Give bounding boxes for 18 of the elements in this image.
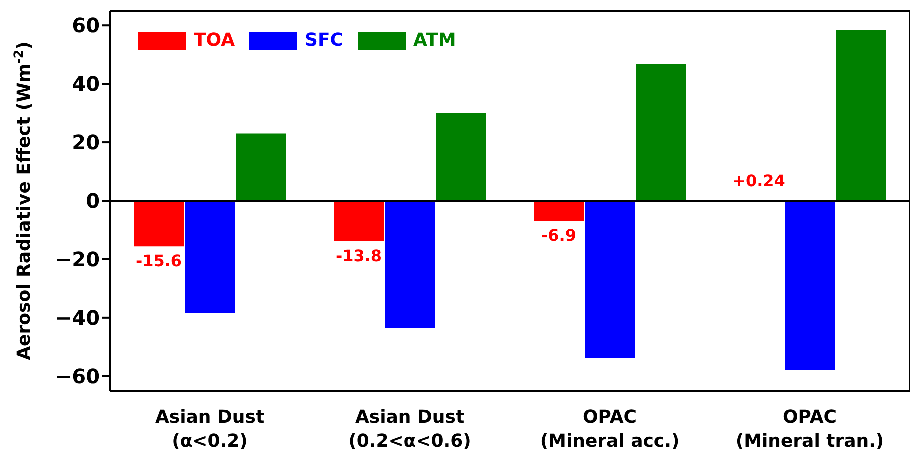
y-tick-label: −20 xyxy=(55,248,100,272)
y-tick-label: −60 xyxy=(55,364,100,388)
data-label: -15.6 xyxy=(136,252,182,271)
legend-label: TOA xyxy=(194,30,236,51)
x-tick-label: Asian Dust (0.2<α<0.6) xyxy=(348,407,472,452)
y-tick-label: 20 xyxy=(72,130,100,155)
x-tick-label: OPAC (Mineral acc.) xyxy=(540,407,680,452)
y-tick-label: 60 xyxy=(72,14,100,38)
y-tick-label: −40 xyxy=(55,306,100,330)
x-tick-label: Asian Dust (α<0.2) xyxy=(155,407,265,452)
data-label: +0.24 xyxy=(732,171,786,190)
legend-label: SFC xyxy=(305,30,344,51)
legend-label: ATM xyxy=(414,30,456,51)
data-label: -13.8 xyxy=(336,246,382,266)
x-tick-label: OPAC (Mineral tran.) xyxy=(736,407,884,452)
data-label: -6.9 xyxy=(542,226,576,246)
y-tick-label: 0 xyxy=(86,189,100,214)
y-tick-label: 40 xyxy=(72,72,100,96)
